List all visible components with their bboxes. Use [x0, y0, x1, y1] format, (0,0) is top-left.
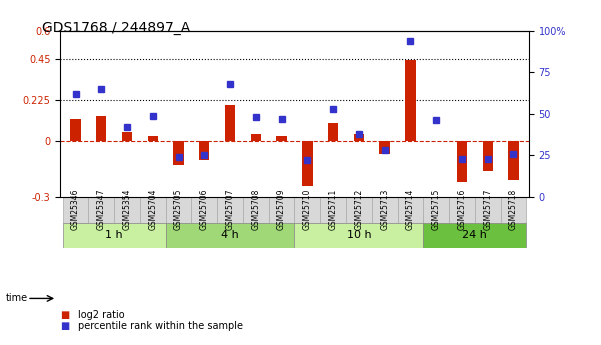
Text: GSM25708: GSM25708 — [251, 189, 260, 230]
Bar — [328, 123, 338, 141]
FancyBboxPatch shape — [397, 197, 423, 223]
FancyBboxPatch shape — [372, 197, 397, 223]
Text: 24 h: 24 h — [462, 230, 487, 240]
FancyBboxPatch shape — [166, 223, 294, 248]
FancyBboxPatch shape — [346, 197, 372, 223]
Text: GSM25705: GSM25705 — [174, 189, 183, 230]
Text: GSM25711: GSM25711 — [329, 189, 338, 230]
FancyBboxPatch shape — [63, 197, 88, 223]
Text: GSM25347: GSM25347 — [97, 189, 106, 230]
Text: GSM25716: GSM25716 — [457, 189, 466, 230]
Bar — [122, 132, 132, 141]
Bar — [302, 141, 313, 186]
FancyBboxPatch shape — [140, 197, 166, 223]
Text: 4 h: 4 h — [221, 230, 239, 240]
FancyBboxPatch shape — [294, 197, 320, 223]
Bar — [225, 105, 235, 141]
FancyBboxPatch shape — [501, 197, 526, 223]
Text: GSM25706: GSM25706 — [200, 189, 209, 230]
Text: percentile rank within the sample: percentile rank within the sample — [78, 321, 243, 331]
FancyBboxPatch shape — [320, 197, 346, 223]
FancyBboxPatch shape — [423, 223, 526, 248]
Text: ■: ■ — [60, 321, 69, 331]
Bar — [405, 60, 415, 141]
Bar — [508, 141, 519, 180]
FancyBboxPatch shape — [475, 197, 501, 223]
Bar — [483, 141, 493, 171]
Text: GSM25707: GSM25707 — [225, 189, 234, 230]
FancyBboxPatch shape — [243, 197, 269, 223]
Text: GSM25709: GSM25709 — [277, 189, 286, 230]
Text: GSM25718: GSM25718 — [509, 189, 518, 230]
FancyBboxPatch shape — [269, 197, 294, 223]
FancyBboxPatch shape — [63, 223, 166, 248]
Text: GSM25346: GSM25346 — [71, 189, 80, 230]
Text: GSM25354: GSM25354 — [123, 189, 132, 230]
FancyBboxPatch shape — [423, 197, 449, 223]
Bar — [251, 134, 261, 141]
FancyBboxPatch shape — [294, 223, 423, 248]
Bar — [354, 134, 364, 141]
FancyBboxPatch shape — [88, 197, 114, 223]
Text: GSM25712: GSM25712 — [355, 189, 364, 230]
Bar — [276, 136, 287, 141]
Text: GSM25710: GSM25710 — [303, 189, 312, 230]
Bar — [457, 141, 467, 182]
Text: GSM25704: GSM25704 — [148, 189, 157, 230]
Bar — [174, 141, 184, 165]
Bar — [148, 136, 158, 141]
FancyBboxPatch shape — [217, 197, 243, 223]
Text: GSM25715: GSM25715 — [432, 189, 441, 230]
Text: GSM25717: GSM25717 — [483, 189, 492, 230]
Bar — [70, 119, 81, 141]
Text: GSM25713: GSM25713 — [380, 189, 389, 230]
Text: ■: ■ — [60, 310, 69, 319]
FancyBboxPatch shape — [166, 197, 192, 223]
FancyBboxPatch shape — [192, 197, 217, 223]
Text: log2 ratio: log2 ratio — [78, 310, 125, 319]
Text: 10 h: 10 h — [347, 230, 371, 240]
Bar — [199, 141, 210, 160]
Bar — [379, 141, 390, 154]
Text: GSM25714: GSM25714 — [406, 189, 415, 230]
FancyBboxPatch shape — [449, 197, 475, 223]
Bar — [96, 116, 106, 141]
FancyBboxPatch shape — [114, 197, 140, 223]
Text: time: time — [6, 294, 28, 303]
Text: 1 h: 1 h — [105, 230, 123, 240]
Text: GDS1768 / 244897_A: GDS1768 / 244897_A — [42, 21, 191, 35]
